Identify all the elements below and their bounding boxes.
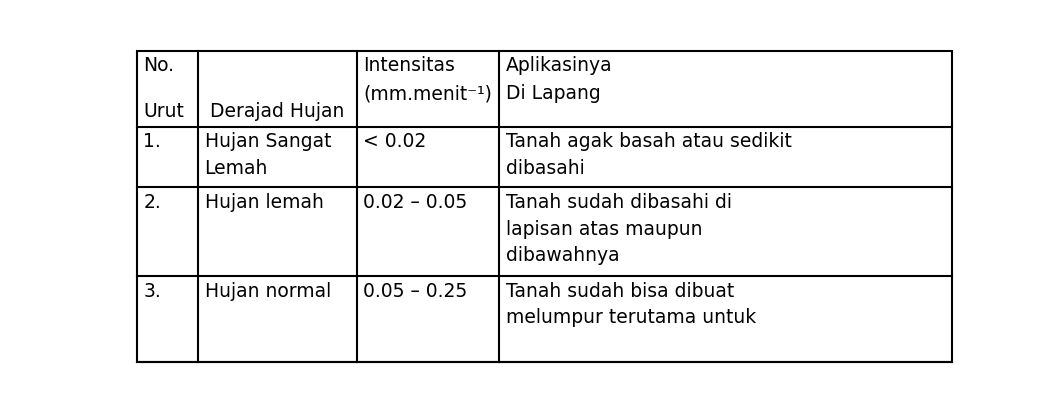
Text: Aplikasinya
Di Lapang: Aplikasinya Di Lapang bbox=[507, 56, 613, 103]
Text: Hujan Sangat
Lemah: Hujan Sangat Lemah bbox=[205, 132, 331, 178]
Text: < 0.02: < 0.02 bbox=[363, 132, 427, 151]
Text: 1.: 1. bbox=[143, 132, 161, 151]
Text: Tanah agak basah atau sedikit
dibasahi: Tanah agak basah atau sedikit dibasahi bbox=[507, 132, 792, 178]
Text: Hujan lemah: Hujan lemah bbox=[205, 193, 324, 212]
Text: No.: No. bbox=[143, 56, 174, 75]
Text: Urut: Urut bbox=[143, 102, 185, 121]
Text: Hujan normal: Hujan normal bbox=[205, 282, 330, 301]
Text: 0.05 – 0.25: 0.05 – 0.25 bbox=[363, 282, 467, 301]
Text: 0.02 – 0.05: 0.02 – 0.05 bbox=[363, 193, 467, 212]
Text: Intensitas
(mm.menit⁻¹): Intensitas (mm.menit⁻¹) bbox=[363, 56, 493, 103]
Text: Tanah sudah bisa dibuat
melumpur terutama untuk: Tanah sudah bisa dibuat melumpur terutam… bbox=[507, 282, 756, 327]
Text: 3.: 3. bbox=[143, 282, 161, 301]
Text: Tanah sudah dibasahi di
lapisan atas maupun
dibawahnya: Tanah sudah dibasahi di lapisan atas mau… bbox=[507, 193, 732, 265]
Text: Derajad Hujan: Derajad Hujan bbox=[210, 102, 344, 121]
Text: 2.: 2. bbox=[143, 193, 161, 212]
